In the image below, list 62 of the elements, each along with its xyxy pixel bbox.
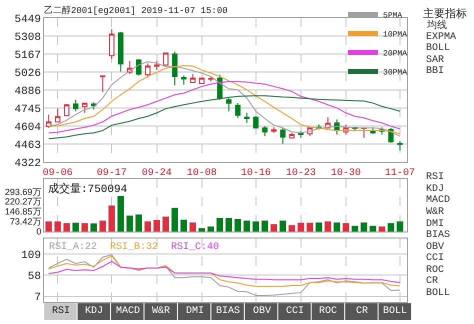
text: ROC (319, 306, 338, 317)
text: CCI (426, 253, 444, 264)
y-tick-label: 58 (28, 270, 41, 283)
series-label: RSI_B:32 (110, 242, 158, 253)
x-tick-label: 10-16 (240, 168, 271, 180)
x-tick-label: 09-24 (142, 168, 172, 180)
text: DMI (426, 219, 444, 230)
y-tick-label: 5167 (14, 50, 41, 62)
x-tick-label: 09-06 (42, 168, 73, 180)
chart-title: 乙二醇2001[eg2001] 2019-11-07 15:00 (44, 5, 228, 16)
text: DMI (186, 306, 204, 317)
text: KDJ (85, 306, 104, 317)
text: OBV (253, 306, 272, 317)
text: MACD (426, 195, 450, 206)
text: W&R (426, 207, 444, 218)
text: CR (356, 306, 368, 317)
text: BIAS (216, 306, 240, 317)
text: BOLL (426, 43, 450, 54)
y-tick-label: 5308 (14, 32, 41, 44)
y-tick-label: 4745 (14, 104, 41, 116)
text: ROC (426, 265, 444, 276)
y-tick-label: 0 (36, 226, 42, 237)
y-tick-label: 109 (21, 250, 41, 262)
x-tick-label: 09-17 (96, 168, 127, 180)
y-tick-label: 220.27万 (4, 196, 42, 207)
legend-label: 20PMA (383, 50, 408, 59)
text: 主要指标 (423, 7, 467, 21)
series-label: RSI_A:22 (49, 242, 98, 253)
text: CCI (286, 306, 304, 317)
y-tick-label: 7 (34, 292, 41, 304)
x-tick-label: 11-07 (384, 168, 415, 180)
legend-label: 5PMA (383, 12, 402, 21)
text: KDJ (426, 184, 444, 195)
x-tick-label: 10-23 (286, 168, 316, 180)
text: BOLL (383, 306, 408, 317)
legend-label: 10PMA (383, 30, 408, 40)
text: SAR (426, 55, 444, 66)
chart-title: 成交量:750094 (48, 182, 128, 196)
text: RSI (426, 172, 444, 183)
text: BBI (426, 66, 444, 77)
text: EXPMA (426, 32, 456, 43)
y-tick-label: 146.85万 (4, 206, 42, 217)
y-tick-label: 73.42万 (10, 216, 42, 227)
y-tick-label: 293.69万 (4, 186, 42, 197)
legend-label: 30PMA (383, 68, 408, 78)
y-tick-label: 5026 (14, 68, 41, 80)
y-tick-label: 4886 (14, 86, 41, 98)
y-tick-label: 4463 (14, 140, 41, 152)
text: W&R (152, 306, 170, 317)
y-tick-label: 4322 (14, 158, 41, 170)
text: RSI (52, 306, 70, 317)
text: OBV (426, 242, 444, 253)
y-tick-label: 4604 (14, 122, 42, 134)
x-tick-label: 10-08 (186, 168, 217, 180)
x-tick-label: 10-30 (330, 168, 361, 180)
text: CR (426, 276, 438, 287)
text: MACD (116, 306, 140, 317)
text: BIAS (426, 230, 450, 241)
series-label: RSI_C:40 (171, 242, 220, 253)
text: BOLL (426, 288, 450, 299)
text: 均线 (426, 19, 447, 32)
y-tick-label: 5449 (14, 14, 41, 26)
